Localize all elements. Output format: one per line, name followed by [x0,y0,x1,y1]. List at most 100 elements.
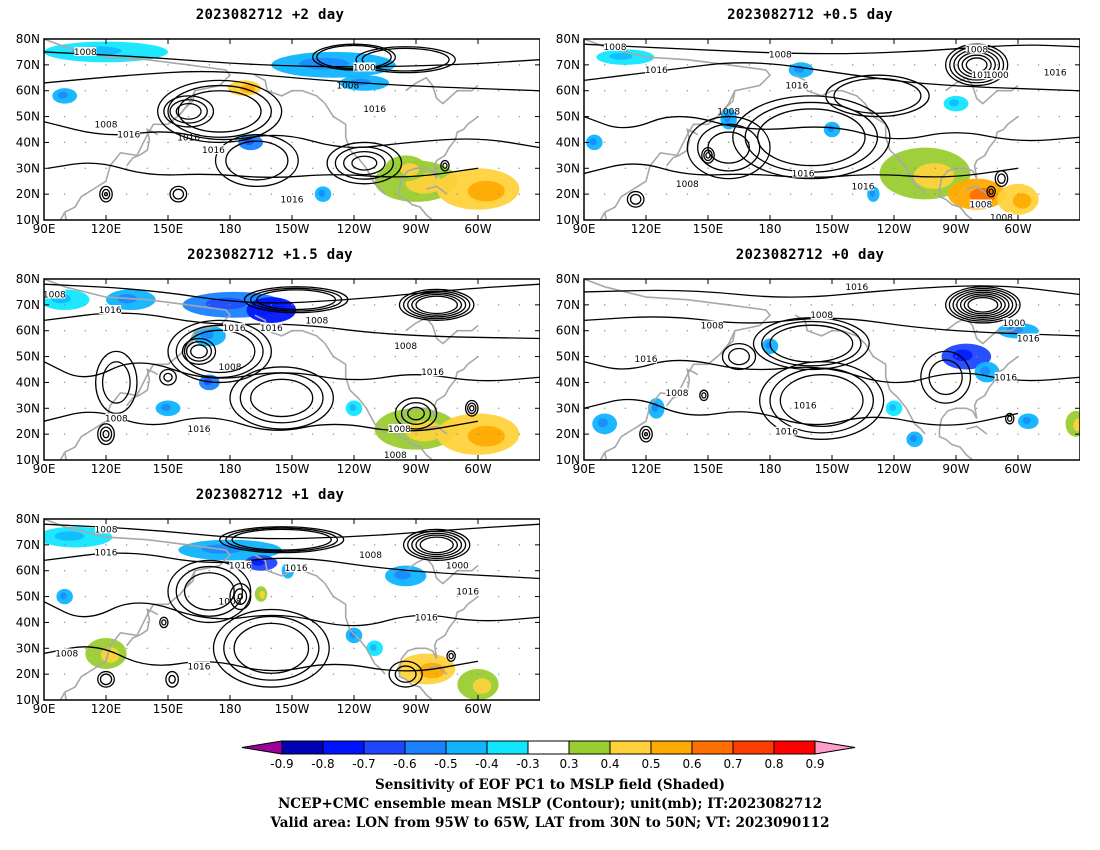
isobar-ring [440,159,450,172]
grid-dot [270,381,272,384]
grid-dot [126,167,128,169]
grid-dot [477,381,479,384]
lat-tick-label: 20N [556,187,580,201]
lat-tick-label: 10N [16,693,40,707]
grid-dot [604,330,606,332]
contour-label: 1016 [223,324,246,334]
grid-dot [167,330,169,332]
isobar-ring [167,319,272,384]
lat-tick-label: 80N [16,512,40,526]
lat-tick-label: 20N [16,427,40,441]
isobar-ring [721,342,757,371]
lat-tick-label: 30N [16,401,40,415]
grid-dot [769,115,771,118]
map-plot: 1008101610081016100810161016101610001008… [556,32,1080,235]
grid-dot [852,381,854,384]
isobar-ring [102,429,110,439]
grid-dot [1038,355,1040,358]
grid-dot [728,90,730,92]
map-plot: 1008 1016 1016 1016 1008 1016 1008 1016 1008 1008… [16,272,540,475]
grid-dot [456,673,458,675]
lat-tick-label: 70N [16,58,40,72]
grid-dot [810,90,812,92]
isobar-ring [986,185,996,198]
grid-dot [1017,141,1019,144]
grid-dot [1058,193,1060,195]
grid-dot [852,141,854,144]
grid-dot [1058,355,1060,358]
isobar-ring [183,572,235,611]
grid-dot [353,407,355,409]
grid-dot [790,193,792,195]
grid-dot [976,407,978,409]
grid-dot [167,64,169,66]
coastlines [44,39,479,220]
grid-dot [105,570,107,572]
grid-dot [666,64,668,66]
grid-dot [769,407,771,409]
grid-dot [518,193,520,195]
grid-dot [208,647,210,649]
grid-dot [394,570,396,572]
grid-dot [518,433,520,435]
grid-dot [84,433,86,435]
colorbar-tick-label: 0.7 [723,757,742,771]
grid-dot [456,381,458,384]
isobar-ring [988,188,994,195]
colorbar-swatch [568,740,611,755]
isobar-ring [469,405,475,412]
grid-dot [790,90,792,92]
grid-dot [146,381,148,384]
isobar-ring [415,295,458,315]
grid-dot [374,90,376,92]
grid-dot [1038,167,1040,169]
contour-label: 1000 [446,562,469,572]
coastline [666,128,699,167]
grid-dot [332,330,334,332]
grid-dot [831,381,833,384]
grid-dot [208,167,210,169]
grid-dot [1058,90,1060,92]
grid-dot [748,115,750,118]
grid-dot [748,64,750,66]
grid-dot [105,544,107,546]
grid-dot [436,544,438,546]
grid-dot [188,64,190,66]
grid-dot [477,90,479,92]
grid-dot [518,647,520,649]
grid-dot [872,193,874,195]
lat-tick-label: 80N [556,32,580,46]
colorbar-swatch [732,740,775,755]
grid-dot [498,115,500,118]
grid-dot [374,304,376,306]
grid-dot [126,407,128,409]
lon-tick-label: 180 [219,222,242,235]
shaded-region [370,644,377,652]
grid-dot [604,64,606,66]
grid-dot [852,167,854,169]
grid-dot [1038,90,1040,92]
grid-dot [229,570,231,572]
isobar-ring [97,423,115,446]
grid-dot [996,167,998,169]
mslp-contours [44,523,540,688]
grid-dot [686,167,688,169]
grid-dot [84,673,86,675]
grid-dot [84,544,86,546]
grid-dot [707,90,709,92]
grid-dot [250,304,252,306]
grid-dot [436,115,438,118]
coastline [945,76,1019,105]
lon-tick-label: 90E [33,462,56,475]
grid-dot [208,115,210,118]
grid-dot [270,141,272,144]
lon-tick-label: 120E [631,222,662,235]
isobar-ring [415,534,458,556]
grid-dot [270,433,272,435]
grid-dot [1038,193,1040,195]
grid-dot [394,621,396,624]
grid-dot [312,355,314,358]
grid-dot [394,647,396,649]
isobar-ring [759,361,885,440]
lat-tick-label: 40N [556,375,580,389]
